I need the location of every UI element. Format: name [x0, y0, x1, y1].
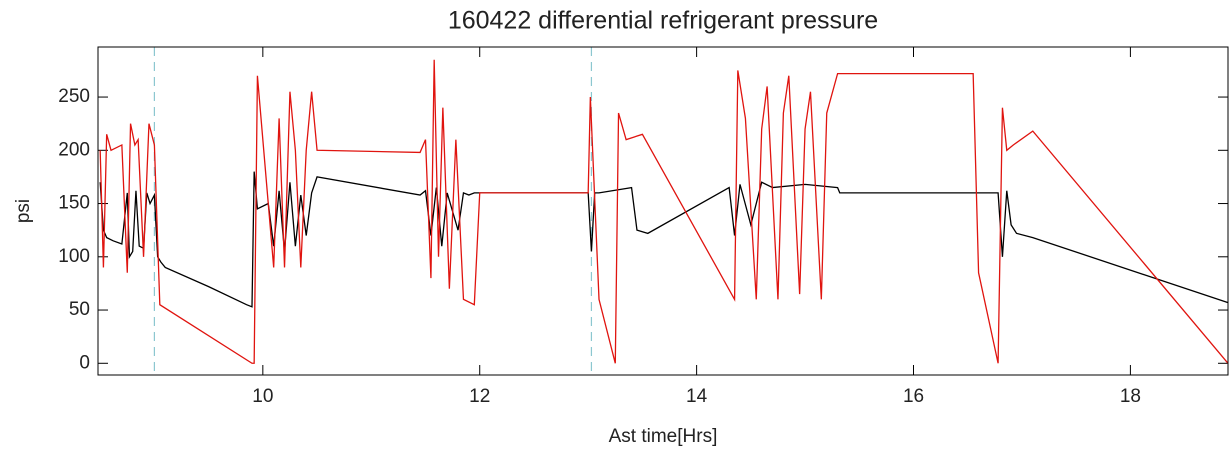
- y-tick-label: 250: [58, 86, 90, 107]
- y-tick-label: 50: [69, 299, 90, 320]
- y-axis-label: psi: [13, 199, 34, 223]
- x-tick-label: 12: [469, 386, 490, 407]
- x-tick-label: 10: [252, 386, 273, 407]
- data-line: [99, 59, 1229, 364]
- x-tick-label: 14: [686, 386, 708, 407]
- y-tick-label: 200: [58, 139, 90, 160]
- y-tick-label: 100: [58, 246, 90, 267]
- data-line: [99, 171, 1229, 308]
- y-tick-label: 0: [79, 352, 90, 373]
- x-tick-label: 18: [1120, 386, 1141, 407]
- y-tick-label: 150: [58, 193, 90, 214]
- chart-title: 160422 differential refrigerant pressure: [448, 7, 878, 35]
- x-axis-label: Ast time[Hrs]: [609, 426, 718, 447]
- x-tick-label: 16: [903, 386, 924, 407]
- plot-frame: [97, 46, 1229, 376]
